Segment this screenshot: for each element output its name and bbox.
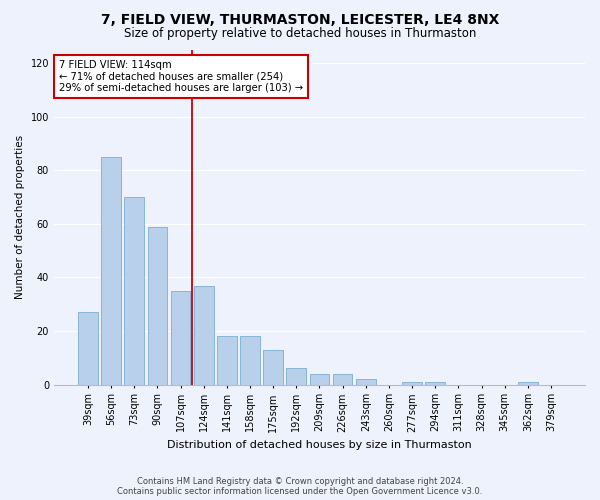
- Bar: [148, 226, 167, 384]
- Y-axis label: Number of detached properties: Number of detached properties: [15, 135, 25, 300]
- Bar: [78, 312, 98, 384]
- Bar: [194, 286, 214, 384]
- Bar: [425, 382, 445, 384]
- Text: Contains HM Land Registry data © Crown copyright and database right 2024.
Contai: Contains HM Land Registry data © Crown c…: [118, 476, 482, 496]
- Bar: [356, 379, 376, 384]
- Bar: [124, 197, 144, 384]
- Bar: [402, 382, 422, 384]
- Text: 7 FIELD VIEW: 114sqm
← 71% of detached houses are smaller (254)
29% of semi-deta: 7 FIELD VIEW: 114sqm ← 71% of detached h…: [59, 60, 304, 93]
- Bar: [518, 382, 538, 384]
- Text: Size of property relative to detached houses in Thurmaston: Size of property relative to detached ho…: [124, 28, 476, 40]
- X-axis label: Distribution of detached houses by size in Thurmaston: Distribution of detached houses by size …: [167, 440, 472, 450]
- Bar: [217, 336, 236, 384]
- Bar: [333, 374, 352, 384]
- Bar: [263, 350, 283, 384]
- Bar: [286, 368, 306, 384]
- Bar: [240, 336, 260, 384]
- Bar: [101, 157, 121, 384]
- Text: 7, FIELD VIEW, THURMASTON, LEICESTER, LE4 8NX: 7, FIELD VIEW, THURMASTON, LEICESTER, LE…: [101, 12, 499, 26]
- Bar: [310, 374, 329, 384]
- Bar: [170, 291, 190, 384]
